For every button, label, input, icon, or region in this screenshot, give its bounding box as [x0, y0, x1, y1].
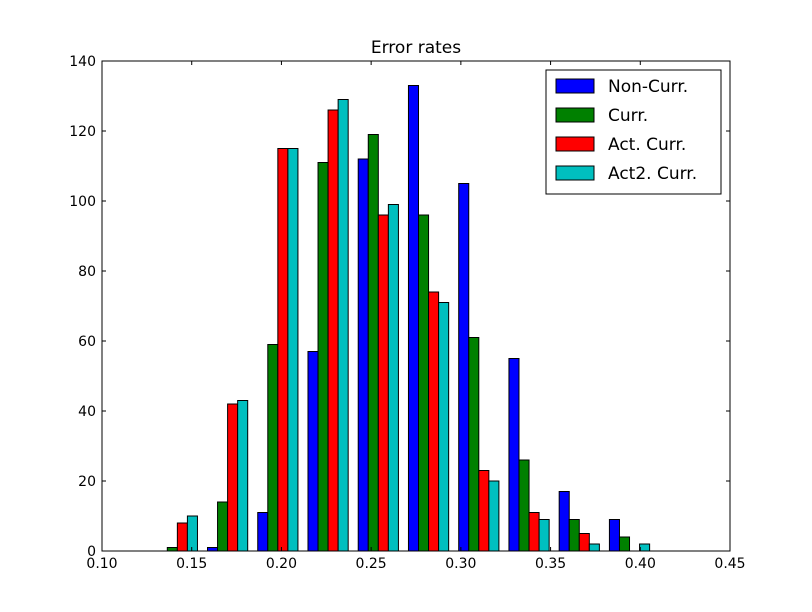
ticks-layer: 0.10 0.15 0.20 0.25 0.30 0.35 0.40 0.45 0 20 40 60 8…: [69, 54, 745, 572]
bar-act2-curr-bin-1: [237, 400, 249, 552]
y-tick-label: 20: [78, 474, 96, 490]
bar-act-curr-bin-6: [478, 470, 490, 552]
bar-curr-bin-6: [468, 337, 480, 552]
bar-act2-curr-bin-5: [438, 302, 450, 552]
bar-curr-bin-9: [618, 536, 631, 552]
bar-curr-bin-8: [568, 519, 580, 552]
bar-non-curr-bin-5: [407, 85, 420, 552]
bar-act2-curr-bin-8: [588, 543, 600, 552]
plot-frame: [101, 60, 731, 552]
bar-act-curr-bin-5: [428, 291, 440, 552]
legend-swatch: [555, 136, 595, 152]
legend-label: Act. Curr.: [608, 135, 686, 155]
bar-non-curr-bin-1: [207, 547, 219, 552]
legend: Non-Curr. Curr. Act. Curr. Act2. Curr.: [545, 69, 722, 195]
y-tick-label: 60: [78, 334, 96, 350]
bar-act2-curr-bin-6: [488, 480, 500, 552]
x-tick-label: 0.35: [535, 556, 566, 572]
chart-title: Error rates: [371, 38, 461, 58]
x-tick-label: 0.10: [86, 556, 117, 572]
bar-non-curr-bin-8: [558, 491, 570, 552]
y-tick-label: 0: [87, 544, 96, 560]
bar-act-curr-bin-4: [377, 214, 389, 552]
y-tick-label: 40: [78, 404, 96, 420]
bar-act2-curr-bin-4: [387, 204, 399, 552]
x-tick-label: 0.45: [714, 556, 745, 572]
x-tick-label: 0.15: [176, 556, 207, 572]
bar-act2-curr-bin-9: [639, 543, 651, 552]
x-tick-label: 0.30: [445, 556, 476, 572]
x-tick-label: 0.20: [266, 556, 297, 572]
y-tick-label: 80: [78, 264, 96, 280]
legend-label: Curr.: [608, 106, 648, 126]
bar-curr-bin-2: [267, 344, 279, 552]
bar-act2-curr-bin-7: [538, 519, 550, 552]
bar-curr-bin-0: [166, 547, 178, 552]
bar-non-curr-bin-9: [608, 519, 620, 552]
bar-act2-curr-bin-0: [186, 515, 198, 552]
bar-curr-bin-3: [317, 162, 329, 552]
y-tick-label: 100: [69, 194, 96, 210]
y-tick-label: 120: [69, 124, 96, 140]
bar-act-curr-bin-0: [176, 522, 188, 552]
legend-swatch: [555, 107, 595, 123]
legend-swatch: [555, 165, 595, 181]
bar-act-curr-bin-7: [528, 512, 540, 552]
x-tick-label: 0.40: [625, 556, 656, 572]
bar-act-curr-bin-2: [277, 148, 289, 552]
legend-label: Act2. Curr.: [608, 164, 697, 184]
bar-act-curr-bin-3: [327, 109, 339, 552]
bar-curr-bin-1: [217, 501, 229, 552]
x-tick-label: 0.25: [356, 556, 387, 572]
legend-label: Non-Curr.: [608, 77, 688, 97]
bar-non-curr-bin-2: [257, 512, 269, 552]
y-tick-label: 140: [69, 54, 96, 70]
bar-act2-curr-bin-2: [287, 148, 299, 552]
bar-non-curr-bin-4: [357, 158, 369, 552]
legend-swatch: [555, 78, 595, 94]
bar-curr-bin-4: [367, 134, 379, 552]
bar-act-curr-bin-1: [227, 403, 239, 552]
bar-non-curr-bin-7: [508, 358, 520, 552]
bar-non-curr-bin-3: [307, 351, 319, 552]
bar-non-curr-bin-6: [458, 183, 470, 552]
bar-curr-bin-5: [418, 214, 430, 552]
bar-act2-curr-bin-3: [337, 99, 349, 552]
bar-curr-bin-7: [518, 459, 530, 552]
bar-act-curr-bin-8: [578, 533, 590, 552]
